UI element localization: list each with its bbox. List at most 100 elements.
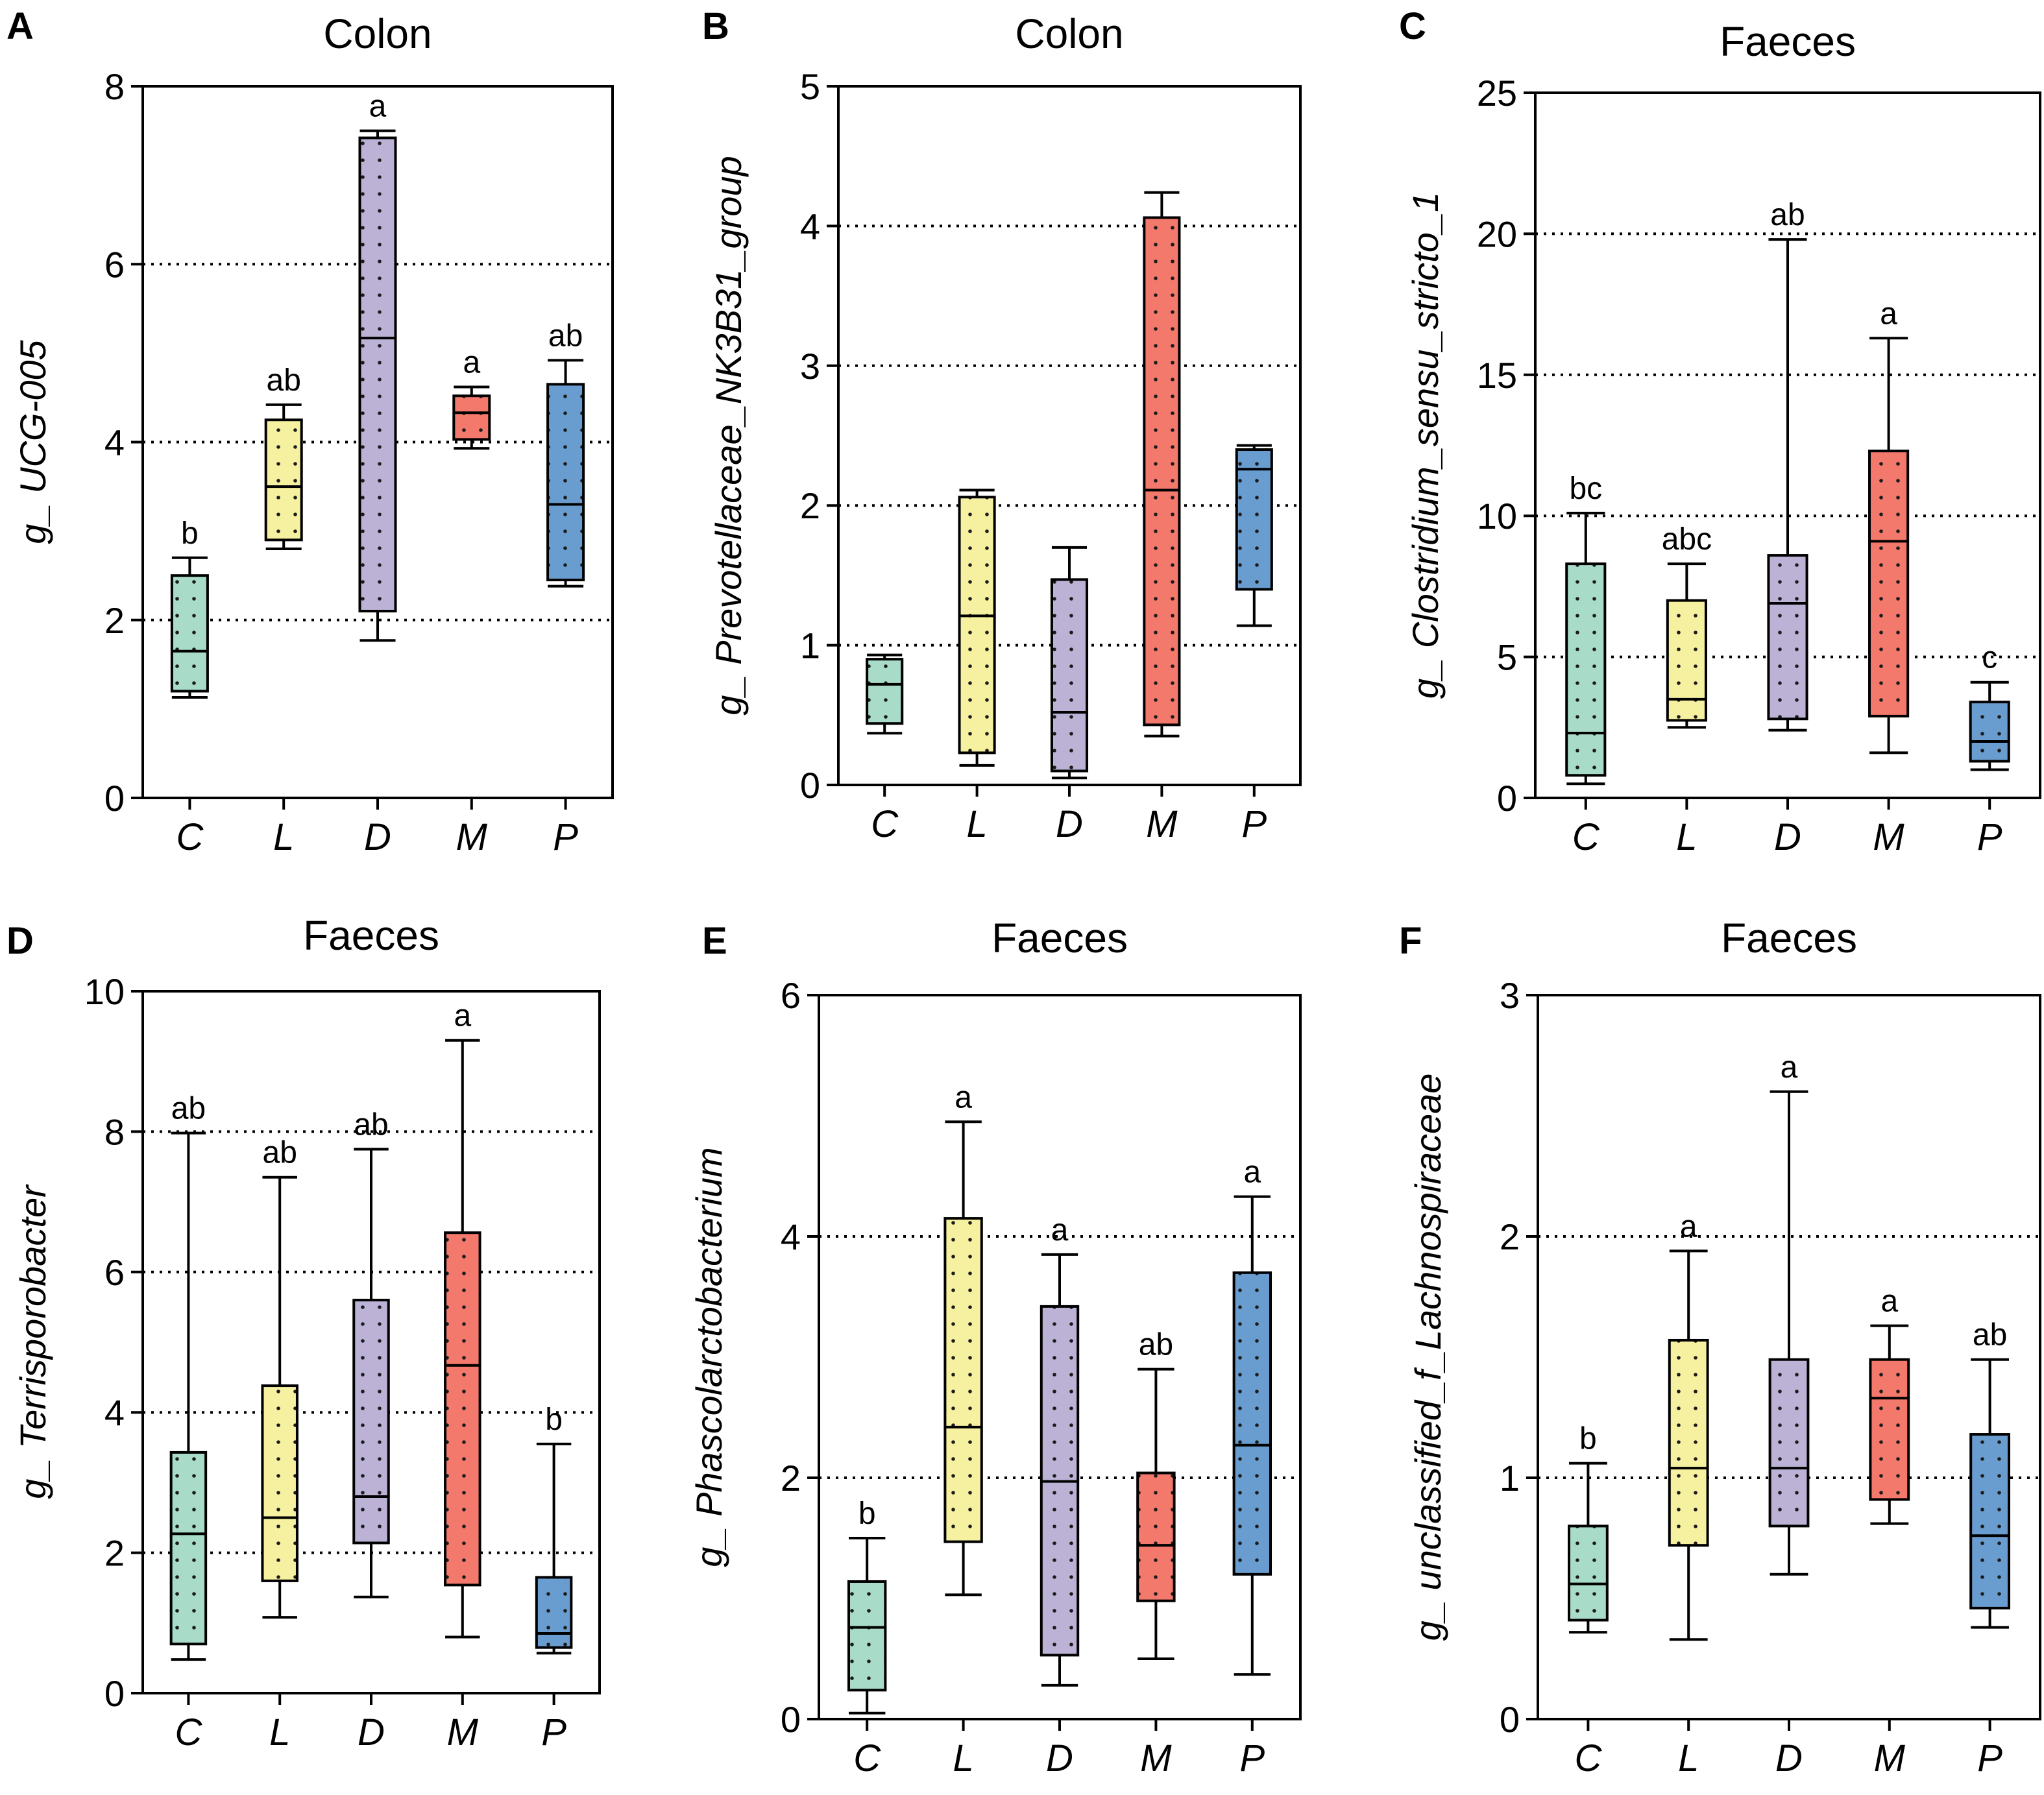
box-M: Mab <box>1136 1328 1176 1779</box>
box-dots <box>1971 1434 2010 1608</box>
significance-label: a <box>454 999 471 1033</box>
significance-label: ab <box>267 363 301 398</box>
box-D: Da <box>1768 1050 1810 1779</box>
x-tick-label: M <box>1873 816 1904 858</box>
y-tick-label: 0 <box>1500 1699 1520 1740</box>
x-tick-label: C <box>175 1711 202 1753</box>
significance-label: b <box>1579 1422 1597 1456</box>
box-outline <box>1768 1358 1810 1528</box>
y-tick-label: 0 <box>800 765 820 806</box>
box-outline <box>1565 562 1607 777</box>
x-tick-label: L <box>273 816 294 858</box>
significance-label: ab <box>548 319 583 353</box>
significance-label: a <box>1243 1155 1261 1190</box>
box-L: Lab <box>261 1136 298 1753</box>
box-L: La <box>943 1080 983 1779</box>
box-dots <box>171 1452 206 1644</box>
x-tick-label: M <box>456 816 488 858</box>
y-tick-label: 4 <box>104 422 125 463</box>
x-tick-label: D <box>358 1711 385 1753</box>
chart-title: Faeces <box>1721 915 1857 961</box>
y-tick-label: 0 <box>1497 778 1517 819</box>
box-outline <box>452 394 491 441</box>
box-outline <box>1767 554 1808 721</box>
significance-label: a <box>1680 1209 1697 1244</box>
box-dots <box>1970 702 2009 762</box>
y-tick-label: 2 <box>1500 1216 1520 1257</box>
x-tick-label: M <box>1140 1737 1172 1779</box>
x-tick-label: P <box>1977 1737 2002 1779</box>
box-outline <box>444 1231 481 1587</box>
box-dots <box>1870 1359 1909 1500</box>
x-tick-label: D <box>1774 816 1801 858</box>
y-axis-label: g_ Prevotellaceae_NK3B31_group <box>708 156 749 715</box>
box-dots <box>1667 600 1706 721</box>
x-tick-label: D <box>1046 1737 1073 1779</box>
x-tick-label: P <box>553 816 578 858</box>
panel-C: C Faeces 0 5 10 15 20 25 g_ Clostridium_sensu_st… <box>1399 5 2041 858</box>
panel-F: F Faeces 0 1 2 3 g_ unclassified_f_Lachnospira… <box>1399 915 2041 1779</box>
box-M: M <box>1143 191 1181 845</box>
box-dots <box>454 396 490 440</box>
y-tick-label: 2 <box>800 485 820 526</box>
box-C: Cbc <box>1565 472 1607 858</box>
y-tick-label: 0 <box>104 1673 125 1714</box>
y-tick-label: 3 <box>800 346 820 387</box>
x-tick-label: D <box>1775 1737 1803 1779</box>
box-outline <box>866 658 904 725</box>
box-outline <box>1869 1358 1910 1501</box>
box-dots <box>262 1386 297 1581</box>
box-L: L <box>958 488 996 845</box>
y-tick-label: 2 <box>104 1533 125 1574</box>
box-outline <box>958 496 996 754</box>
box-M: Ma <box>1869 1284 1910 1779</box>
panel-letter: F <box>1399 920 1422 962</box>
box-dots <box>1236 450 1272 590</box>
chart-title: Faeces <box>303 912 439 959</box>
box-P: Pab <box>546 319 585 858</box>
x-tick-label: D <box>1056 803 1083 845</box>
box-dots <box>1566 564 1605 776</box>
box-outline <box>1143 216 1181 727</box>
y-tick-label: 8 <box>104 66 125 107</box>
x-tick-label: C <box>176 816 204 858</box>
box-M: Ma <box>452 345 491 858</box>
y-tick-label: 3 <box>1500 975 1520 1016</box>
y-axis-label: g_ unclassified_f_Lachnospiraceae <box>1407 1074 1448 1641</box>
y-tick-label: 4 <box>104 1392 125 1433</box>
y-tick-label: 15 <box>1477 355 1517 396</box>
x-tick-label: C <box>1572 816 1600 858</box>
x-tick-label: L <box>1678 1737 1699 1779</box>
box-D: Da <box>358 90 397 858</box>
x-tick-label: P <box>1241 803 1267 845</box>
box-L: Lab <box>264 363 303 858</box>
y-tick-label: 1 <box>800 625 820 666</box>
box-dots <box>1138 1473 1174 1601</box>
significance-label: b <box>545 1403 563 1437</box>
y-tick-label: 2 <box>104 600 125 641</box>
panel-B: B Colon 0 1 2 3 4 5 g_ Prevotellaceae_NK3B31_gro… <box>702 5 1302 845</box>
box-outline <box>264 418 303 542</box>
box-P: P <box>1235 444 1273 845</box>
x-tick-label: P <box>1977 816 2002 858</box>
y-axis-label: g_ Terrisporobacter <box>12 1184 53 1499</box>
box-outline <box>1969 1433 2011 1609</box>
box-outline <box>1235 448 1273 591</box>
significance-label: a <box>1880 1284 1898 1319</box>
significance-label: a <box>463 345 480 379</box>
significance-label: c <box>1982 641 1997 675</box>
box-C: C <box>866 653 904 845</box>
significance-label: ab <box>1973 1318 2007 1353</box>
box-P: Pb <box>535 1403 573 1753</box>
box-D: Dab <box>352 1107 390 1753</box>
box-outline <box>1666 599 1707 722</box>
x-tick-label: C <box>853 1737 881 1779</box>
x-tick-label: P <box>1239 1737 1265 1779</box>
y-tick-label: 6 <box>104 1252 125 1293</box>
box-dots <box>1234 1272 1271 1574</box>
y-tick-label: 20 <box>1477 213 1517 254</box>
box-P: Pab <box>1969 1318 2011 1779</box>
significance-label: ab <box>1139 1328 1173 1362</box>
